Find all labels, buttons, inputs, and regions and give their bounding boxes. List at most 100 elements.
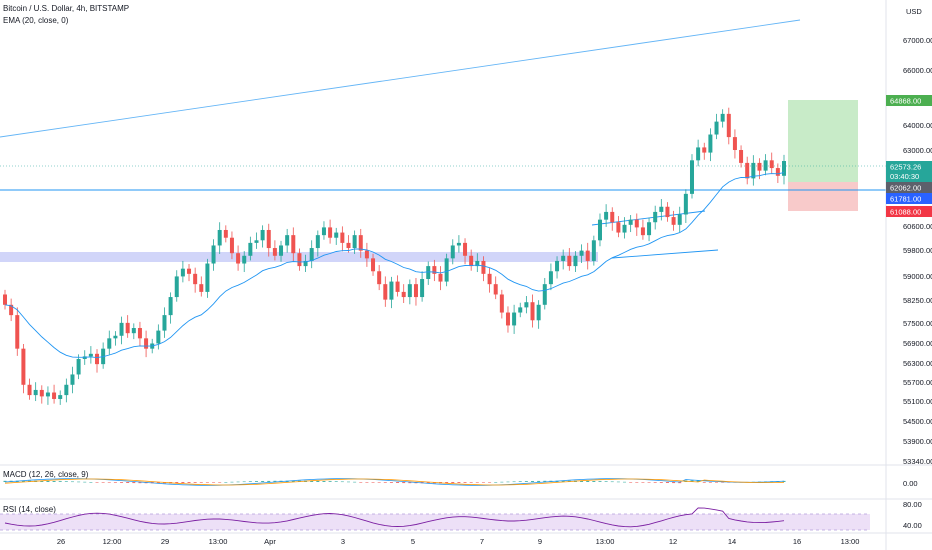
candle[interactable] [107, 338, 112, 349]
candle[interactable] [401, 291, 406, 298]
candle[interactable] [726, 113, 731, 138]
candle[interactable] [432, 266, 437, 274]
candle[interactable] [279, 245, 284, 256]
candle[interactable] [52, 392, 57, 399]
candle[interactable] [548, 271, 553, 285]
candle[interactable] [745, 162, 750, 179]
candle[interactable] [505, 312, 510, 326]
candle[interactable] [193, 273, 198, 285]
candle[interactable] [696, 147, 701, 161]
candle[interactable] [702, 147, 707, 153]
candle[interactable] [21, 348, 26, 385]
candle[interactable] [456, 242, 461, 246]
candle[interactable] [321, 227, 326, 236]
candle[interactable] [591, 240, 596, 261]
candle[interactable] [156, 330, 161, 344]
macd-legend[interactable]: MACD (12, 26, close, 9) [3, 470, 89, 479]
candle[interactable] [383, 284, 388, 300]
candle[interactable] [671, 217, 676, 225]
candle[interactable] [33, 389, 38, 396]
candle[interactable] [27, 384, 32, 396]
candle[interactable] [481, 260, 486, 274]
candle[interactable] [573, 255, 578, 267]
candle[interactable] [144, 338, 149, 349]
candle[interactable] [585, 250, 590, 261]
candle[interactable] [622, 224, 627, 233]
candle[interactable] [469, 255, 474, 267]
candle[interactable] [475, 260, 480, 267]
candle[interactable] [653, 211, 658, 223]
ema-legend[interactable]: EMA (20, close, 0) [3, 16, 69, 25]
candle[interactable] [229, 237, 234, 254]
candle[interactable] [720, 113, 725, 122]
rsi-line[interactable] [4, 507, 785, 528]
candle[interactable] [88, 353, 93, 357]
candle[interactable] [659, 206, 664, 212]
candle[interactable] [536, 304, 541, 321]
candle[interactable] [223, 229, 228, 238]
candle[interactable] [334, 232, 339, 238]
ema-line[interactable] [4, 172, 785, 359]
candle[interactable] [647, 222, 652, 236]
candle[interactable] [95, 353, 100, 365]
candle[interactable] [131, 328, 136, 334]
signal-line[interactable] [4, 478, 785, 486]
candle[interactable] [714, 121, 719, 135]
candle[interactable] [70, 374, 75, 385]
candle[interactable] [242, 255, 247, 264]
candle[interactable] [9, 304, 14, 316]
long-position-profit-zone[interactable] [788, 100, 858, 182]
candle[interactable] [272, 248, 277, 256]
candle[interactable] [739, 150, 744, 163]
candle[interactable] [364, 250, 369, 259]
candle[interactable] [677, 214, 682, 225]
candle[interactable] [561, 255, 566, 261]
rsi-legend[interactable]: RSI (14, close) [3, 505, 56, 514]
candle[interactable] [119, 322, 124, 336]
candle[interactable] [732, 137, 737, 150]
candle[interactable] [291, 235, 296, 254]
candle[interactable] [377, 271, 382, 285]
candle[interactable] [174, 276, 179, 298]
candle[interactable] [371, 258, 376, 272]
time-axis[interactable]: 26 12:00 29 13:00 Apr 3 5 7 9 13:00 12 14 16 13:00 [57, 537, 860, 546]
candle[interactable] [162, 315, 167, 331]
candle[interactable] [683, 193, 688, 215]
candle[interactable] [567, 255, 572, 267]
candle[interactable] [285, 235, 290, 246]
candle[interactable] [15, 315, 20, 349]
candle[interactable] [524, 302, 529, 308]
candle[interactable] [113, 335, 118, 339]
candle[interactable] [512, 312, 517, 326]
candle[interactable] [438, 273, 443, 282]
candle[interactable] [604, 211, 609, 220]
candle[interactable] [199, 284, 204, 292]
candle[interactable] [340, 232, 345, 243]
macd-line[interactable] [4, 478, 785, 486]
candle[interactable] [634, 219, 639, 228]
candle[interactable] [45, 392, 50, 397]
candle[interactable] [346, 242, 351, 249]
candle[interactable] [3, 294, 7, 305]
candle[interactable] [610, 211, 615, 223]
candle[interactable] [782, 161, 786, 176]
candle[interactable] [82, 356, 87, 359]
candle[interactable] [309, 248, 314, 261]
candle[interactable] [352, 235, 357, 249]
candle[interactable] [708, 134, 713, 153]
candle[interactable] [389, 281, 394, 300]
candles[interactable] [3, 107, 786, 405]
candle[interactable] [76, 358, 81, 375]
candle[interactable] [303, 260, 308, 267]
candle[interactable] [137, 328, 142, 339]
candle[interactable] [260, 229, 265, 241]
candle[interactable] [757, 162, 762, 171]
candle[interactable] [689, 160, 694, 194]
candle[interactable] [499, 294, 504, 313]
candle[interactable] [39, 389, 44, 397]
candle[interactable] [217, 229, 222, 246]
candle[interactable] [665, 206, 670, 218]
candle[interactable] [297, 253, 302, 267]
candle[interactable] [395, 281, 400, 292]
symbol-title[interactable]: Bitcoin / U.S. Dollar, 4h, BITSTAMP [3, 4, 130, 13]
